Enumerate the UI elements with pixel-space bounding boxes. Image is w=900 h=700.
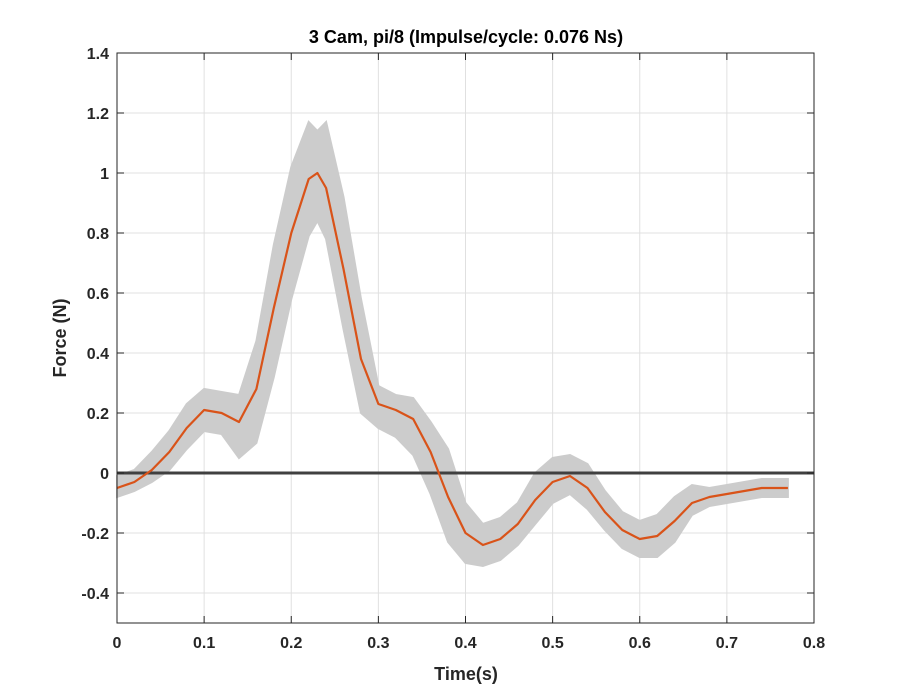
chart-title: 3 Cam, pi/8 (Impulse/cycle: 0.076 Ns): [309, 27, 623, 47]
x-tick-labels: 0 0.1 0.2 0.3 0.4 0.5 0.6 0.7 0.8: [113, 635, 826, 652]
band-layer: [116, 119, 789, 568]
x-tick-label-3: 0.3: [367, 635, 389, 652]
x-axis-label: Time(s): [434, 664, 498, 684]
y-axis-label: Force (N): [50, 298, 70, 377]
x-tick-label-0: 0: [113, 635, 122, 652]
x-tick-label-7: 0.7: [716, 635, 738, 652]
y-tick-label-0: -0.4: [81, 586, 109, 603]
y-tick-label-8: 1.2: [87, 106, 109, 123]
mean-layer: [116, 171, 788, 547]
x-tick-label-5: 0.5: [542, 635, 564, 652]
std-band: [116, 119, 789, 568]
y-tick-label-1: -0.2: [81, 526, 109, 543]
y-tick-label-3: 0.2: [87, 406, 109, 423]
y-tick-label-4: 0.4: [87, 346, 109, 363]
axis-ticks: [116, 52, 815, 623]
y-tick-label-2: 0: [100, 466, 109, 483]
y-tick-label-6: 0.8: [87, 226, 109, 243]
y-tick-label-5: 0.6: [87, 286, 109, 303]
x-tick-label-6: 0.6: [629, 635, 651, 652]
x-tick-label-1: 0.1: [193, 635, 215, 652]
y-tick-labels: -0.4 -0.2 0 0.2 0.4 0.6 0.8 1 1.2 1.4: [81, 46, 109, 603]
y-tick-label-7: 1: [100, 166, 109, 183]
x-tick-label-8: 0.8: [803, 635, 825, 652]
x-tick-label-4: 0.4: [454, 635, 476, 652]
y-tick-label-9: 1.4: [87, 46, 109, 63]
mean-force-line: [116, 171, 788, 547]
x-tick-label-2: 0.2: [280, 635, 302, 652]
